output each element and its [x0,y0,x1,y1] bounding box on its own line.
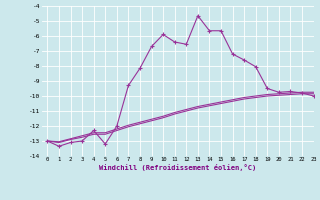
X-axis label: Windchill (Refroidissement éolien,°C): Windchill (Refroidissement éolien,°C) [99,164,256,171]
